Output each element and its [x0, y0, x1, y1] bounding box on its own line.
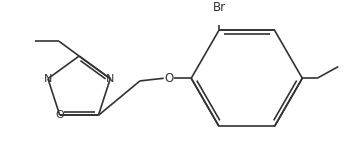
Text: O: O	[56, 110, 64, 120]
Text: O: O	[164, 72, 174, 85]
Text: N: N	[106, 74, 115, 84]
Text: N: N	[44, 74, 52, 84]
Text: Br: Br	[213, 2, 226, 15]
